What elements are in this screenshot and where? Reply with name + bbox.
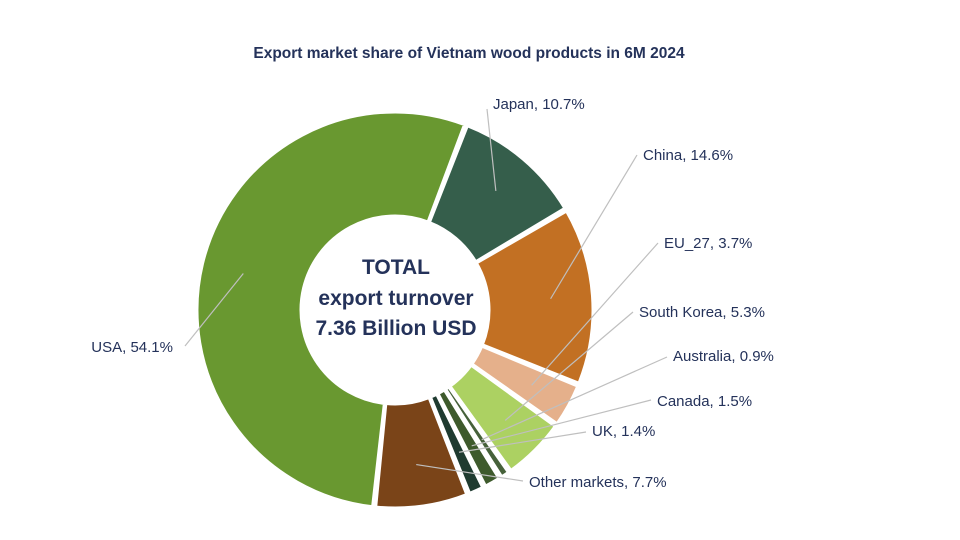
slice-label: China, 14.6%	[643, 147, 733, 164]
slice-label: Australia, 0.9%	[673, 348, 774, 365]
slice-usa	[195, 110, 467, 509]
slice-label: Canada, 1.5%	[657, 393, 752, 410]
center-total-label: TOTAL	[362, 256, 430, 279]
leader-line	[531, 242, 659, 386]
donut-hole	[302, 217, 488, 403]
slice-label: EU_27, 3.7%	[664, 235, 752, 252]
slice-label: South Korea, 5.3%	[639, 304, 765, 321]
slice-japan	[427, 123, 567, 264]
center-turnover-label: export turnover	[318, 287, 473, 310]
chart-title: Export market share of Vietnam wood prod…	[253, 45, 685, 62]
leader-line	[458, 431, 587, 453]
leader-line	[471, 399, 652, 447]
leader-line	[416, 463, 524, 482]
leader-lines-group	[184, 108, 668, 482]
slices-group	[195, 110, 595, 510]
leader-line	[481, 356, 668, 441]
slice-labels-group: Japan, 10.7% China, 14.6% EU_27, 3.7% South…	[91, 96, 774, 491]
center-amount-label: 7.36 Billion USD	[315, 317, 476, 340]
slice-label: USA, 54.1%	[91, 339, 173, 356]
leader-line	[504, 311, 634, 421]
slice-south-korea	[447, 363, 558, 473]
leader-line	[486, 108, 497, 192]
leader-line	[550, 154, 638, 300]
slice-china	[474, 208, 595, 386]
slice-label: UK, 1.4%	[592, 423, 655, 440]
leader-line	[184, 273, 244, 347]
slice-other-markets	[374, 395, 469, 510]
slice-label: Japan, 10.7%	[493, 96, 585, 113]
slice-label: Other markets, 7.7%	[529, 474, 667, 491]
